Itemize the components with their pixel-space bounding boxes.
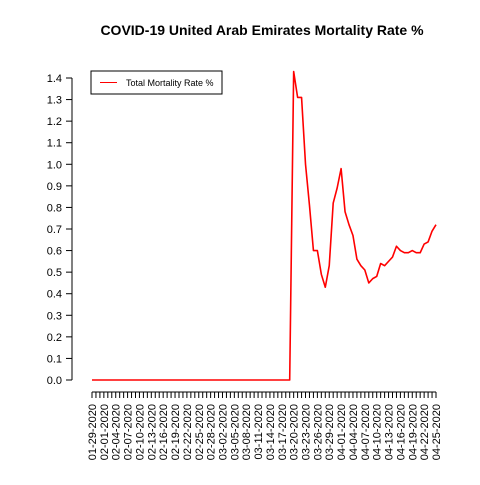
x-tick-label: 03-17-2020 xyxy=(277,404,289,460)
x-tick-label: 03-08-2020 xyxy=(241,404,253,460)
x-tick-label: 03-11-2020 xyxy=(253,404,265,459)
x-tick-label: 03-05-2020 xyxy=(229,404,241,460)
x-tick-label: 02-04-2020 xyxy=(111,404,123,460)
y-tick-label: 0.4 xyxy=(47,289,62,301)
x-tick-label: 01-29-2020 xyxy=(87,404,99,460)
legend: Total Mortality Rate % xyxy=(91,71,222,94)
x-tick-label: 04-16-2020 xyxy=(395,404,407,460)
x-tick-label: 04-04-2020 xyxy=(348,404,360,460)
x-tick-label: 02-22-2020 xyxy=(182,404,194,460)
series-line xyxy=(92,72,436,380)
y-tick-label: 1.2 xyxy=(47,116,62,128)
y-tick-label: 0.3 xyxy=(47,310,62,322)
x-tick-label: 02-16-2020 xyxy=(158,404,170,460)
y-tick-label: 0.1 xyxy=(47,353,62,365)
y-tick-label: 0.5 xyxy=(47,267,62,279)
y-tick-label: 0.6 xyxy=(47,246,62,258)
y-tick-label: 0.9 xyxy=(47,181,62,193)
y-tick-label: 0.0 xyxy=(47,375,62,387)
x-tick-label: 02-28-2020 xyxy=(206,404,218,460)
y-tick-label: 1.3 xyxy=(47,95,62,107)
x-tick-label: 03-02-2020 xyxy=(217,404,229,460)
x-tick-label: 03-20-2020 xyxy=(289,404,301,460)
x-tick-label: 03-23-2020 xyxy=(301,404,313,460)
y-tick-label: 0.7 xyxy=(47,224,62,236)
chart-title: COVID-19 United Arab Emirates Mortality … xyxy=(100,22,424,38)
y-tick-label: 1.4 xyxy=(47,73,62,85)
y-tick-label: 0.2 xyxy=(47,332,62,344)
y-tick-label: 1.1 xyxy=(47,138,62,150)
x-tick-label: 02-25-2020 xyxy=(194,404,206,460)
x-tick-label: 02-19-2020 xyxy=(170,404,182,460)
x-tick-label: 02-07-2020 xyxy=(123,404,135,460)
x-tick-label: 02-13-2020 xyxy=(146,404,158,460)
x-tick-label: 04-13-2020 xyxy=(384,404,396,460)
x-tick-label: 03-26-2020 xyxy=(312,404,324,460)
x-tick-label: 04-22-2020 xyxy=(419,404,431,460)
legend-series-label: Total Mortality Rate % xyxy=(126,78,214,88)
y-tick-label: 0.8 xyxy=(47,202,62,214)
x-tick-label: 04-19-2020 xyxy=(407,404,419,460)
x-tick-label: 02-01-2020 xyxy=(99,404,111,460)
y-axis: 0.0 0.1 0.2 0.3 0.4 0.5 0.6 0.7 0.8 0.9 1.0 1.1 1.2 1… xyxy=(47,73,72,387)
x-axis: 01-29-2020 02-01-2020 02-04-2020 02-07-2020… xyxy=(87,392,443,460)
x-tick-label: 04-01-2020 xyxy=(336,404,348,460)
x-tick-label: 03-14-2020 xyxy=(265,404,277,460)
x-tick-label: 03-29-2020 xyxy=(324,404,336,460)
x-tick-label: 04-10-2020 xyxy=(372,404,384,460)
x-tick-label: 04-25-2020 xyxy=(431,404,443,460)
series-layer xyxy=(92,72,436,380)
x-tick-label: 02-10-2020 xyxy=(134,404,146,460)
y-tick-label: 1.0 xyxy=(47,159,62,171)
x-tick-label: 04-07-2020 xyxy=(360,404,372,460)
